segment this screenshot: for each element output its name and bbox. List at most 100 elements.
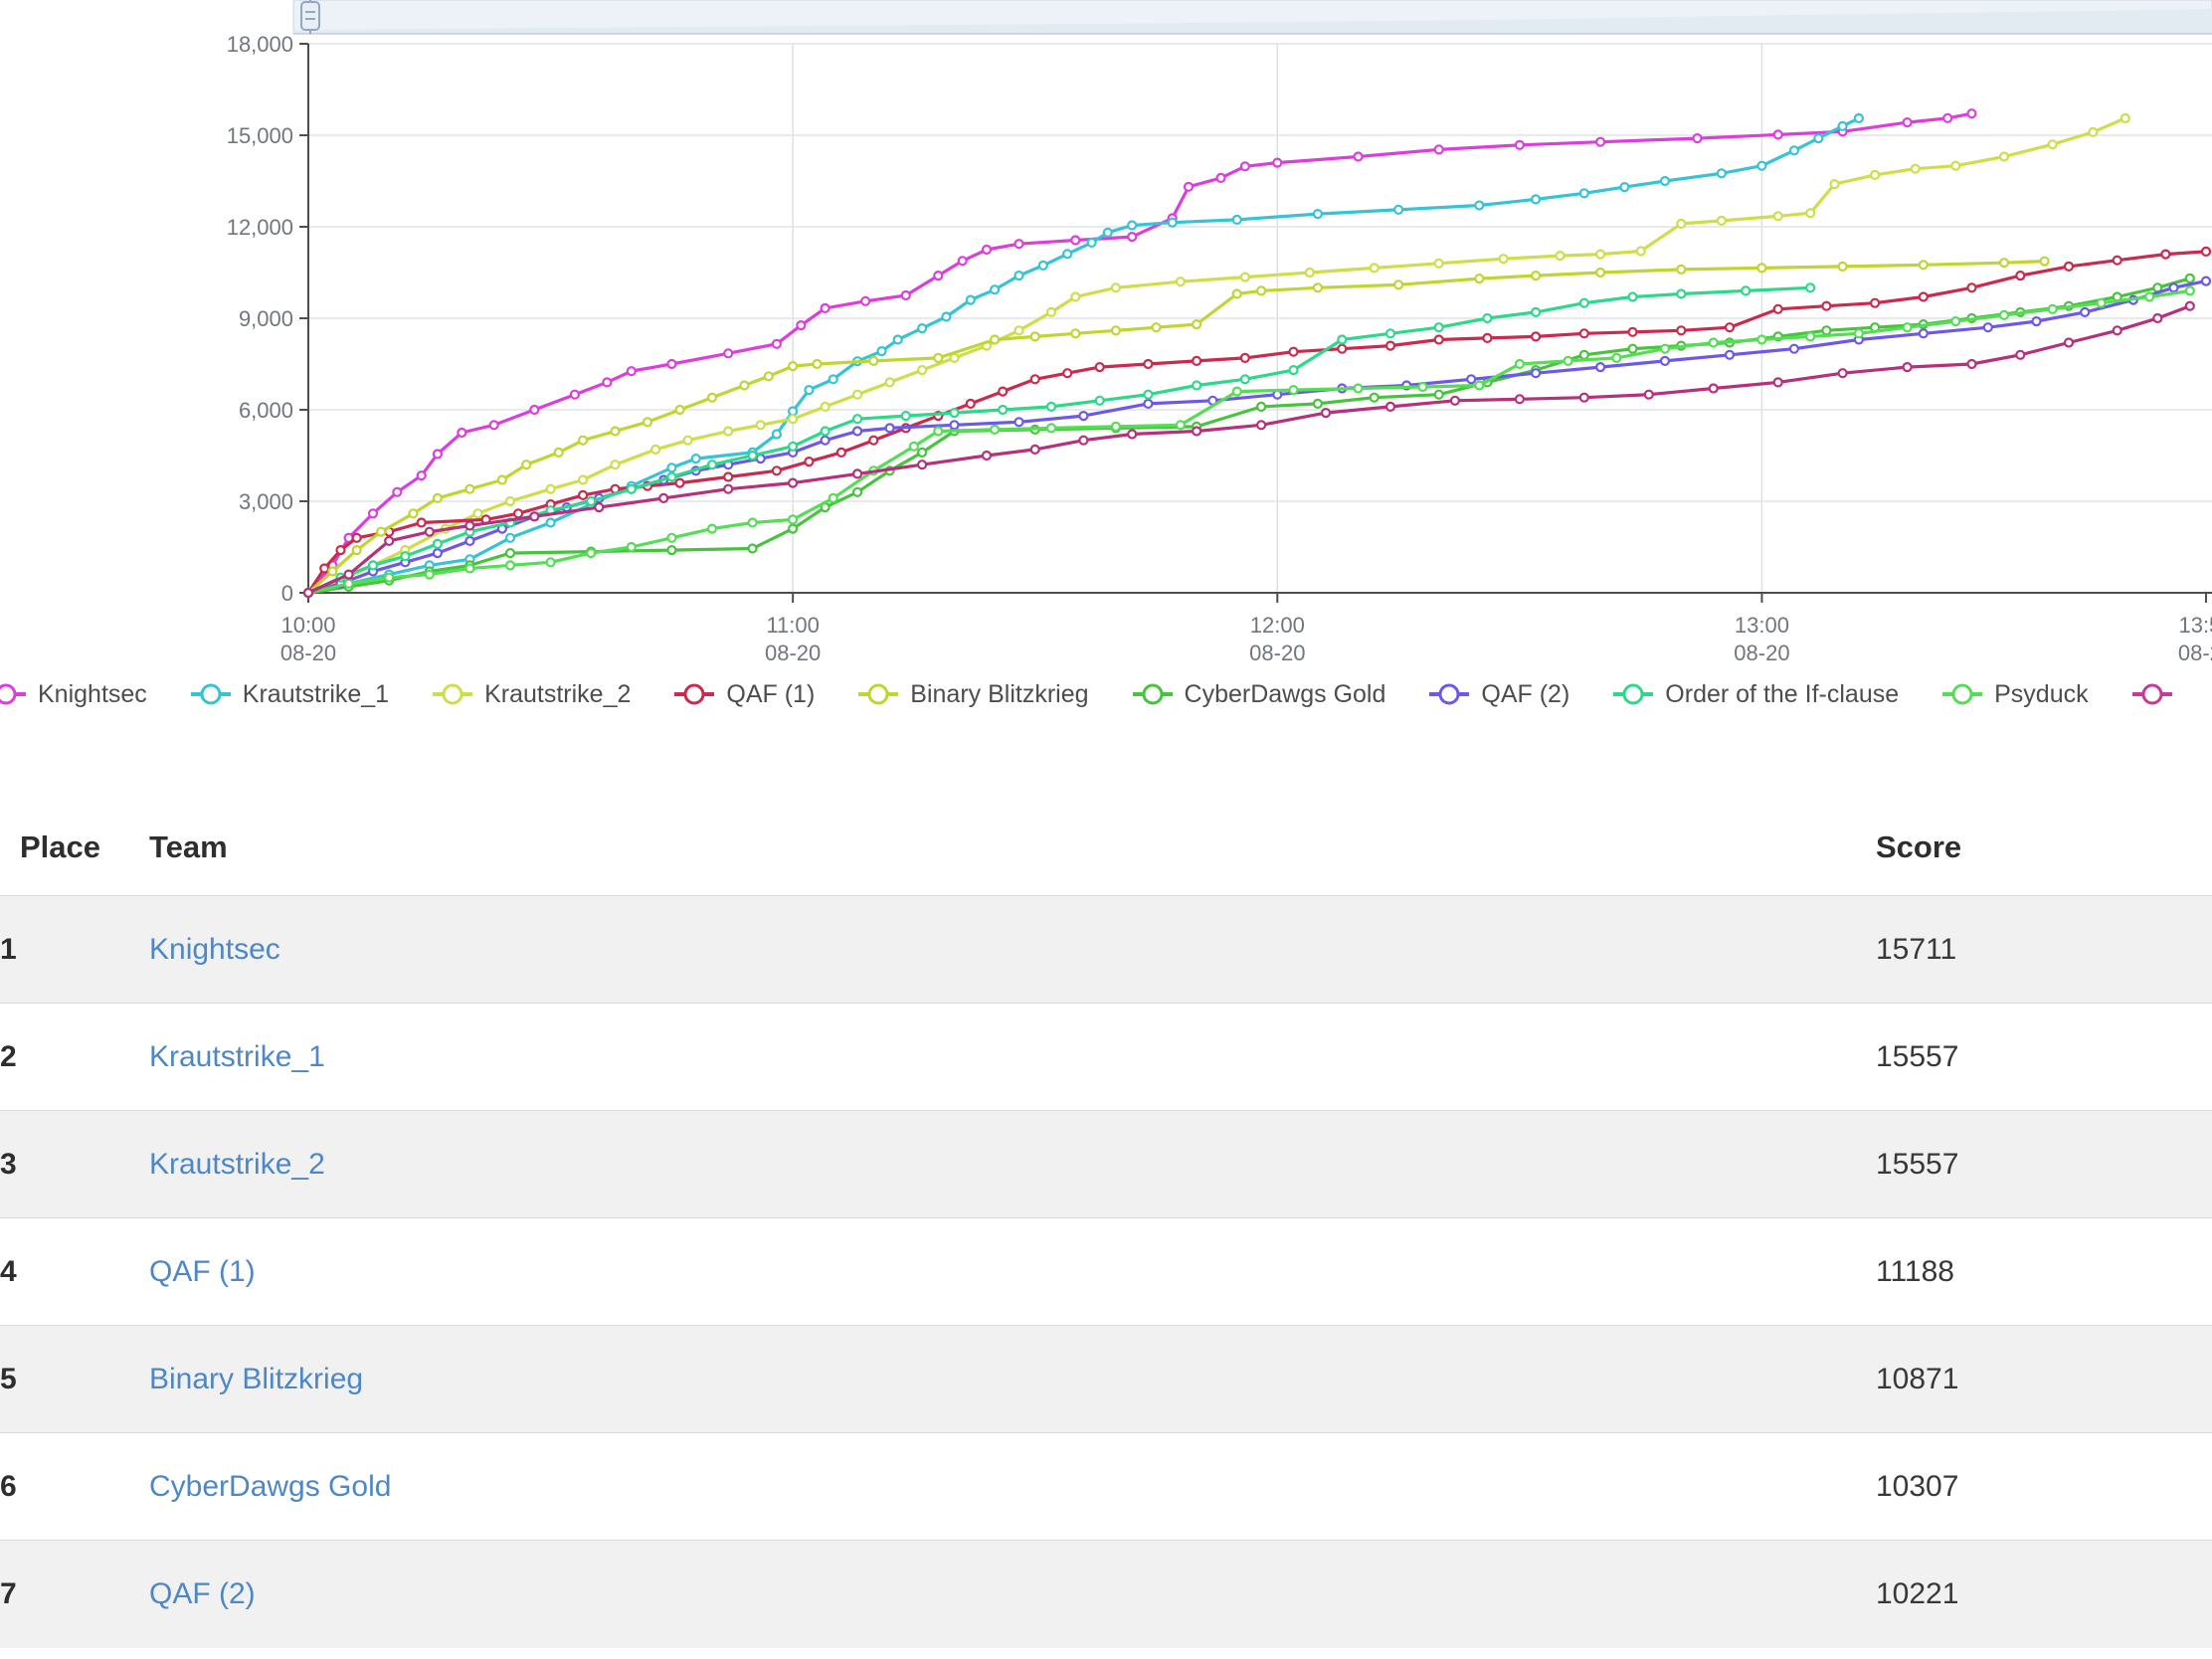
place-cell: 1 (0, 932, 17, 966)
place-cell: 7 (0, 1576, 17, 1610)
legend-label: Knightsec (38, 679, 147, 708)
column-header-score: Score (1876, 830, 1962, 864)
y-axis-label: 18,000 (227, 32, 293, 57)
legend-item-cyberdawgs-gold[interactable]: CyberDawgs Gold (1131, 679, 1386, 709)
datazoom-handle[interactable] (300, 0, 320, 34)
series-Order of the If-clause[interactable] (302, 282, 1816, 599)
score-cell: 10307 (1876, 1469, 1959, 1503)
place-cell: 2 (0, 1039, 17, 1073)
legend-marker-icon (858, 683, 899, 705)
series-QAF (1)[interactable] (302, 246, 2212, 599)
chart-legend: Knightsec Krautstrike_1 Krautstrike_2 QAF (… (0, 672, 2212, 716)
x-axis-label-date: 08-20 (765, 641, 821, 665)
team-link[interactable]: QAF (2) (149, 1576, 256, 1610)
legend-item-qaf-1-[interactable]: QAF (1) (672, 679, 815, 709)
legend-label: Psyduck (1994, 679, 2089, 708)
score-cell: 10221 (1876, 1576, 1959, 1610)
scoreboard-header-row: Place Team Score (0, 800, 2212, 896)
score-cell: 15557 (1876, 1039, 1959, 1073)
legend-item-binary-blitzkrieg[interactable]: Binary Blitzkrieg (856, 679, 1089, 709)
place-cell: 5 (0, 1362, 17, 1395)
legend-label: Krautstrike_1 (242, 679, 390, 708)
team-link[interactable]: Binary Blitzkrieg (149, 1362, 364, 1395)
y-axis-label: 6,000 (239, 398, 293, 423)
score-cell: 11188 (1876, 1254, 1954, 1288)
legend-item-order-of-the-if-clause[interactable]: Order of the If-clause (1611, 679, 1899, 709)
x-axis-label-time: 13:00 (1735, 613, 1789, 638)
series-QAF (2)[interactable] (302, 276, 2212, 599)
x-axis-label-date: 08-20 (1249, 641, 1305, 665)
legend-marker-icon (2131, 683, 2172, 705)
table-row: 3 Krautstrike_2 15557 (0, 1110, 2212, 1218)
team-cell: Krautstrike_1 (149, 1004, 1876, 1111)
team-link[interactable]: Krautstrike_2 (149, 1147, 325, 1181)
team-cell: CyberDawgs Gold (149, 1433, 1876, 1541)
series-unlabeled[interactable] (302, 300, 2195, 599)
table-row: 7 QAF (2) 10221 (0, 1540, 2212, 1648)
score-graph: 0 3,000 6,000 9,000 12,000 15,000 18,000 10:00 0… (0, 0, 2212, 668)
table-row: 4 QAF (1) 11188 (0, 1217, 2212, 1326)
legend-item-qaf-2-[interactable]: QAF (2) (1427, 679, 1569, 709)
legend-item-knightsec[interactable]: Knightsec (0, 679, 147, 709)
team-link[interactable]: Krautstrike_1 (149, 1039, 325, 1073)
table-row: 1 Knightsec 15711 (0, 895, 2212, 1004)
team-cell: QAF (1) (149, 1218, 1876, 1326)
y-axis-label: 15,000 (227, 123, 293, 148)
team-link[interactable]: QAF (1) (149, 1254, 256, 1288)
legend-label: Order of the If-clause (1665, 679, 1900, 708)
scoreboard-table: Place Team Score 1 Knightsec 15711 2 Krautst… (0, 800, 2212, 1648)
legend-item-krautstrike-1[interactable]: Krautstrike_1 (189, 679, 389, 709)
team-cell: Knightsec (149, 896, 1876, 1004)
place-cell: 6 (0, 1469, 17, 1503)
series-Knightsec[interactable] (302, 108, 1977, 599)
series-Krautstrike_2[interactable] (302, 112, 2130, 599)
datazoom-slider[interactable] (292, 0, 2212, 35)
legend-marker-icon (1429, 683, 1470, 705)
x-axis-label-date: 08-20 (280, 641, 336, 665)
legend-marker-icon (674, 683, 715, 705)
legend-marker-icon (0, 683, 26, 705)
x-axis-label-time: 11:00 (766, 613, 819, 638)
table-row: 2 Krautstrike_1 15557 (0, 1003, 2212, 1111)
x-axis-label-time: 13:55 (2178, 613, 2212, 638)
table-row: 5 Binary Blitzkrieg 10871 (0, 1325, 2212, 1433)
place-cell: 4 (0, 1254, 17, 1288)
series-Psyduck[interactable] (302, 285, 2195, 599)
score-graph-svg[interactable]: 0 3,000 6,000 9,000 12,000 15,000 18,000 10:00 0… (0, 0, 2212, 668)
y-axis-label: 0 (281, 581, 293, 606)
legend-item-krautstrike-2[interactable]: Krautstrike_2 (431, 679, 631, 709)
column-header-place: Place (20, 830, 101, 864)
legend-label: QAF (1) (726, 679, 816, 708)
x-axis-label-date: 08-20 (1734, 641, 1789, 665)
team-cell: QAF (2) (149, 1541, 1876, 1648)
legend-label: Krautstrike_2 (484, 679, 632, 708)
y-axis-label: 9,000 (239, 306, 293, 331)
grid-lines (308, 43, 2212, 593)
team-cell: Binary Blitzkrieg (149, 1326, 1876, 1433)
legend-label: Binary Blitzkrieg (910, 679, 1089, 708)
x-axis-label-time: 10:00 (280, 613, 335, 638)
series-CyberDawgs Gold[interactable] (302, 273, 2195, 599)
y-axis-label: 12,000 (227, 215, 293, 240)
legend-marker-icon (190, 683, 231, 705)
place-cell: 3 (0, 1147, 17, 1181)
legend-marker-icon (433, 683, 473, 705)
team-link[interactable]: CyberDawgs Gold (149, 1469, 392, 1503)
team-cell: Krautstrike_2 (149, 1111, 1876, 1218)
column-header-team: Team (149, 830, 228, 864)
x-axis-label-date: 08-20 (2178, 641, 2212, 665)
axes: 0 3,000 6,000 9,000 12,000 15,000 18,000 10:00 0… (227, 32, 2212, 665)
legend-marker-icon (1132, 683, 1173, 705)
legend-label: CyberDawgs Gold (1184, 679, 1386, 708)
score-cell: 15557 (1876, 1147, 1959, 1181)
legend-item-psyduck[interactable]: Psyduck (1940, 679, 2089, 709)
table-row: 6 CyberDawgs Gold 10307 (0, 1432, 2212, 1541)
legend-label: QAF (2) (1481, 679, 1570, 708)
score-cell: 15711 (1876, 932, 1957, 966)
x-axis-label-time: 12:00 (1250, 613, 1305, 638)
team-link[interactable]: Knightsec (149, 932, 280, 966)
score-cell: 10871 (1876, 1362, 1959, 1395)
legend-marker-icon (1613, 683, 1654, 705)
legend-item-partial[interactable] (2130, 679, 2184, 709)
y-axis-label: 3,000 (239, 489, 293, 514)
